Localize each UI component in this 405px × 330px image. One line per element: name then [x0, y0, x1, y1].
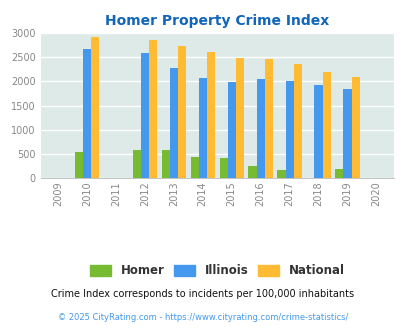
Bar — [335, 169, 343, 178]
Text: Crime Index corresponds to incidents per 100,000 inhabitants: Crime Index corresponds to incidents per… — [51, 289, 354, 299]
Bar — [343, 89, 351, 178]
Title: Homer Property Crime Index: Homer Property Crime Index — [105, 14, 328, 28]
Bar — [91, 37, 99, 178]
Bar — [177, 46, 185, 178]
Bar — [235, 58, 243, 178]
Bar — [314, 85, 322, 178]
Bar — [141, 53, 149, 178]
Bar — [149, 40, 157, 178]
Bar — [198, 78, 206, 178]
Text: © 2025 CityRating.com - https://www.cityrating.com/crime-statistics/: © 2025 CityRating.com - https://www.city… — [58, 313, 347, 322]
Bar — [351, 77, 359, 178]
Bar — [322, 72, 330, 178]
Bar — [132, 150, 141, 178]
Bar — [277, 170, 285, 178]
Bar — [293, 64, 301, 178]
Bar — [248, 166, 256, 178]
Bar — [206, 52, 214, 178]
Bar — [161, 150, 169, 178]
Bar — [75, 152, 83, 178]
Bar — [227, 82, 235, 178]
Bar — [264, 59, 272, 178]
Bar — [83, 49, 91, 178]
Bar — [256, 79, 264, 178]
Bar — [169, 68, 177, 178]
Bar — [190, 157, 198, 178]
Bar — [219, 158, 227, 178]
Bar — [285, 81, 293, 178]
Legend: Homer, Illinois, National: Homer, Illinois, National — [85, 260, 348, 282]
